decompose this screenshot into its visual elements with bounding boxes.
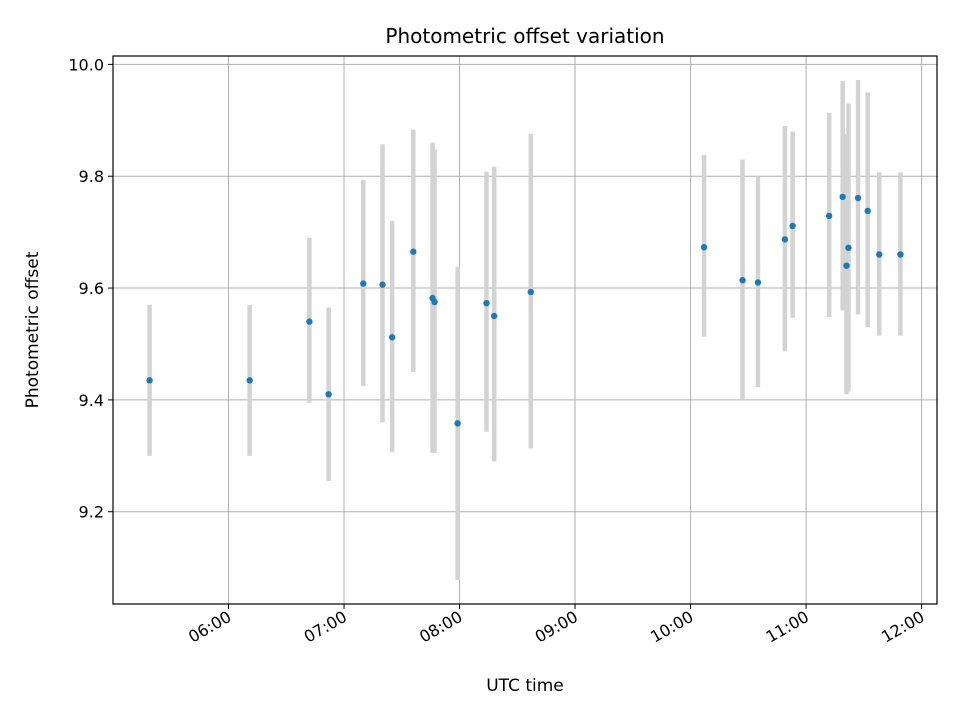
data-point bbox=[854, 194, 862, 202]
y-axis-label: Photometric offset bbox=[23, 251, 43, 408]
data-point bbox=[325, 391, 332, 398]
x-tick-label: 11:00 bbox=[763, 607, 812, 647]
data-point bbox=[306, 318, 313, 325]
data-point bbox=[483, 299, 490, 307]
y-tick-label: 9.4 bbox=[79, 391, 104, 410]
data-point bbox=[843, 262, 850, 269]
data-point bbox=[825, 212, 833, 220]
data-point bbox=[739, 277, 746, 284]
data-point bbox=[146, 377, 153, 384]
x-tick-label: 06:00 bbox=[185, 607, 234, 647]
data-point bbox=[360, 280, 367, 287]
data-point bbox=[388, 334, 396, 341]
plot-frame bbox=[112, 55, 938, 605]
y-tick-label: 10.0 bbox=[68, 55, 104, 74]
ticks: 06:00 07:00 08:00 09:00 10:00 11:00 12:00 9.2 9.… bbox=[68, 55, 927, 646]
data-point bbox=[839, 193, 846, 201]
data-point bbox=[490, 312, 498, 320]
data-point bbox=[431, 298, 438, 306]
data-point bbox=[897, 251, 904, 258]
chart-title: Photometric offset variation bbox=[385, 24, 664, 48]
data-point bbox=[845, 244, 852, 251]
errorbars bbox=[147, 80, 903, 580]
x-tick-label: 07:00 bbox=[301, 607, 350, 647]
y-tick-label: 9.6 bbox=[79, 279, 104, 298]
data-point bbox=[379, 281, 386, 288]
x-tick-label: 09:00 bbox=[532, 607, 581, 647]
data-points bbox=[146, 193, 904, 427]
x-tick-label: 12:00 bbox=[878, 607, 927, 647]
data-point bbox=[754, 279, 762, 286]
data-point bbox=[789, 222, 796, 230]
data-point bbox=[864, 207, 871, 215]
data-point bbox=[876, 251, 883, 258]
grid bbox=[113, 56, 937, 604]
x-tick-label: 10:00 bbox=[647, 607, 696, 647]
data-point bbox=[410, 248, 417, 255]
data-point bbox=[246, 377, 253, 384]
x-axis-label: UTC time bbox=[486, 676, 564, 696]
x-tick-label: 08:00 bbox=[416, 607, 465, 647]
y-tick-label: 9.8 bbox=[79, 167, 104, 186]
data-point bbox=[781, 236, 789, 243]
data-point bbox=[700, 244, 708, 251]
data-point bbox=[527, 288, 534, 296]
data-point bbox=[454, 420, 461, 427]
y-tick-label: 9.2 bbox=[79, 503, 104, 522]
